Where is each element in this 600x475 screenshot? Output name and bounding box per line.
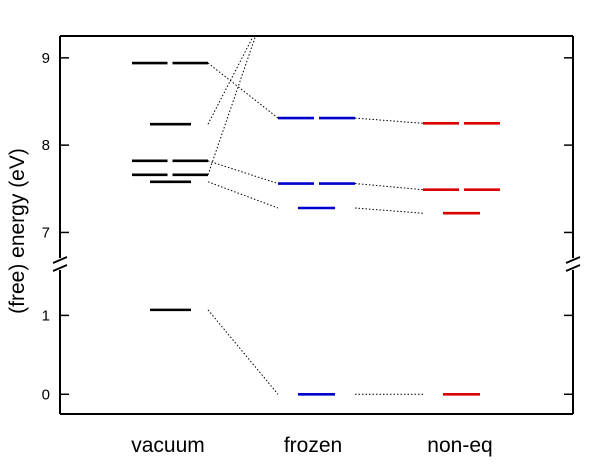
category-label-vacuum: vacuum bbox=[131, 434, 205, 457]
y-tick-label: 0 bbox=[42, 386, 50, 403]
connector-line bbox=[207, 36, 256, 175]
connector-lines bbox=[207, 36, 424, 395]
connector-line bbox=[207, 62, 279, 119]
y-tick-label: 9 bbox=[42, 50, 50, 67]
category-label-frozen: frozen bbox=[284, 434, 342, 457]
left-break-mark-upper bbox=[52, 256, 68, 264]
connector-line bbox=[354, 207, 424, 214]
category-labels: vacuum frozen non-eq bbox=[131, 434, 492, 457]
category-label-non-eq: non-eq bbox=[427, 434, 492, 457]
plot-frame bbox=[52, 35, 581, 415]
y-tick-label: 1 bbox=[42, 307, 50, 324]
connector-line bbox=[354, 183, 424, 191]
energy-levels bbox=[132, 61, 500, 396]
right-break-mark-lower bbox=[565, 264, 581, 272]
connector-line bbox=[354, 117, 424, 124]
left-break-mark-lower bbox=[52, 264, 68, 272]
right-break-mark-upper bbox=[565, 256, 581, 264]
y-tick-label: 8 bbox=[42, 137, 50, 154]
connector-line bbox=[207, 309, 279, 395]
connector-line bbox=[207, 160, 279, 185]
y-ticks: 7 8 9 0 1 bbox=[42, 50, 573, 403]
y-tick-label: 7 bbox=[42, 224, 50, 241]
y-axis-label: (free) energy (eV) bbox=[6, 148, 29, 314]
connector-line bbox=[207, 36, 254, 125]
connector-line bbox=[207, 181, 279, 209]
